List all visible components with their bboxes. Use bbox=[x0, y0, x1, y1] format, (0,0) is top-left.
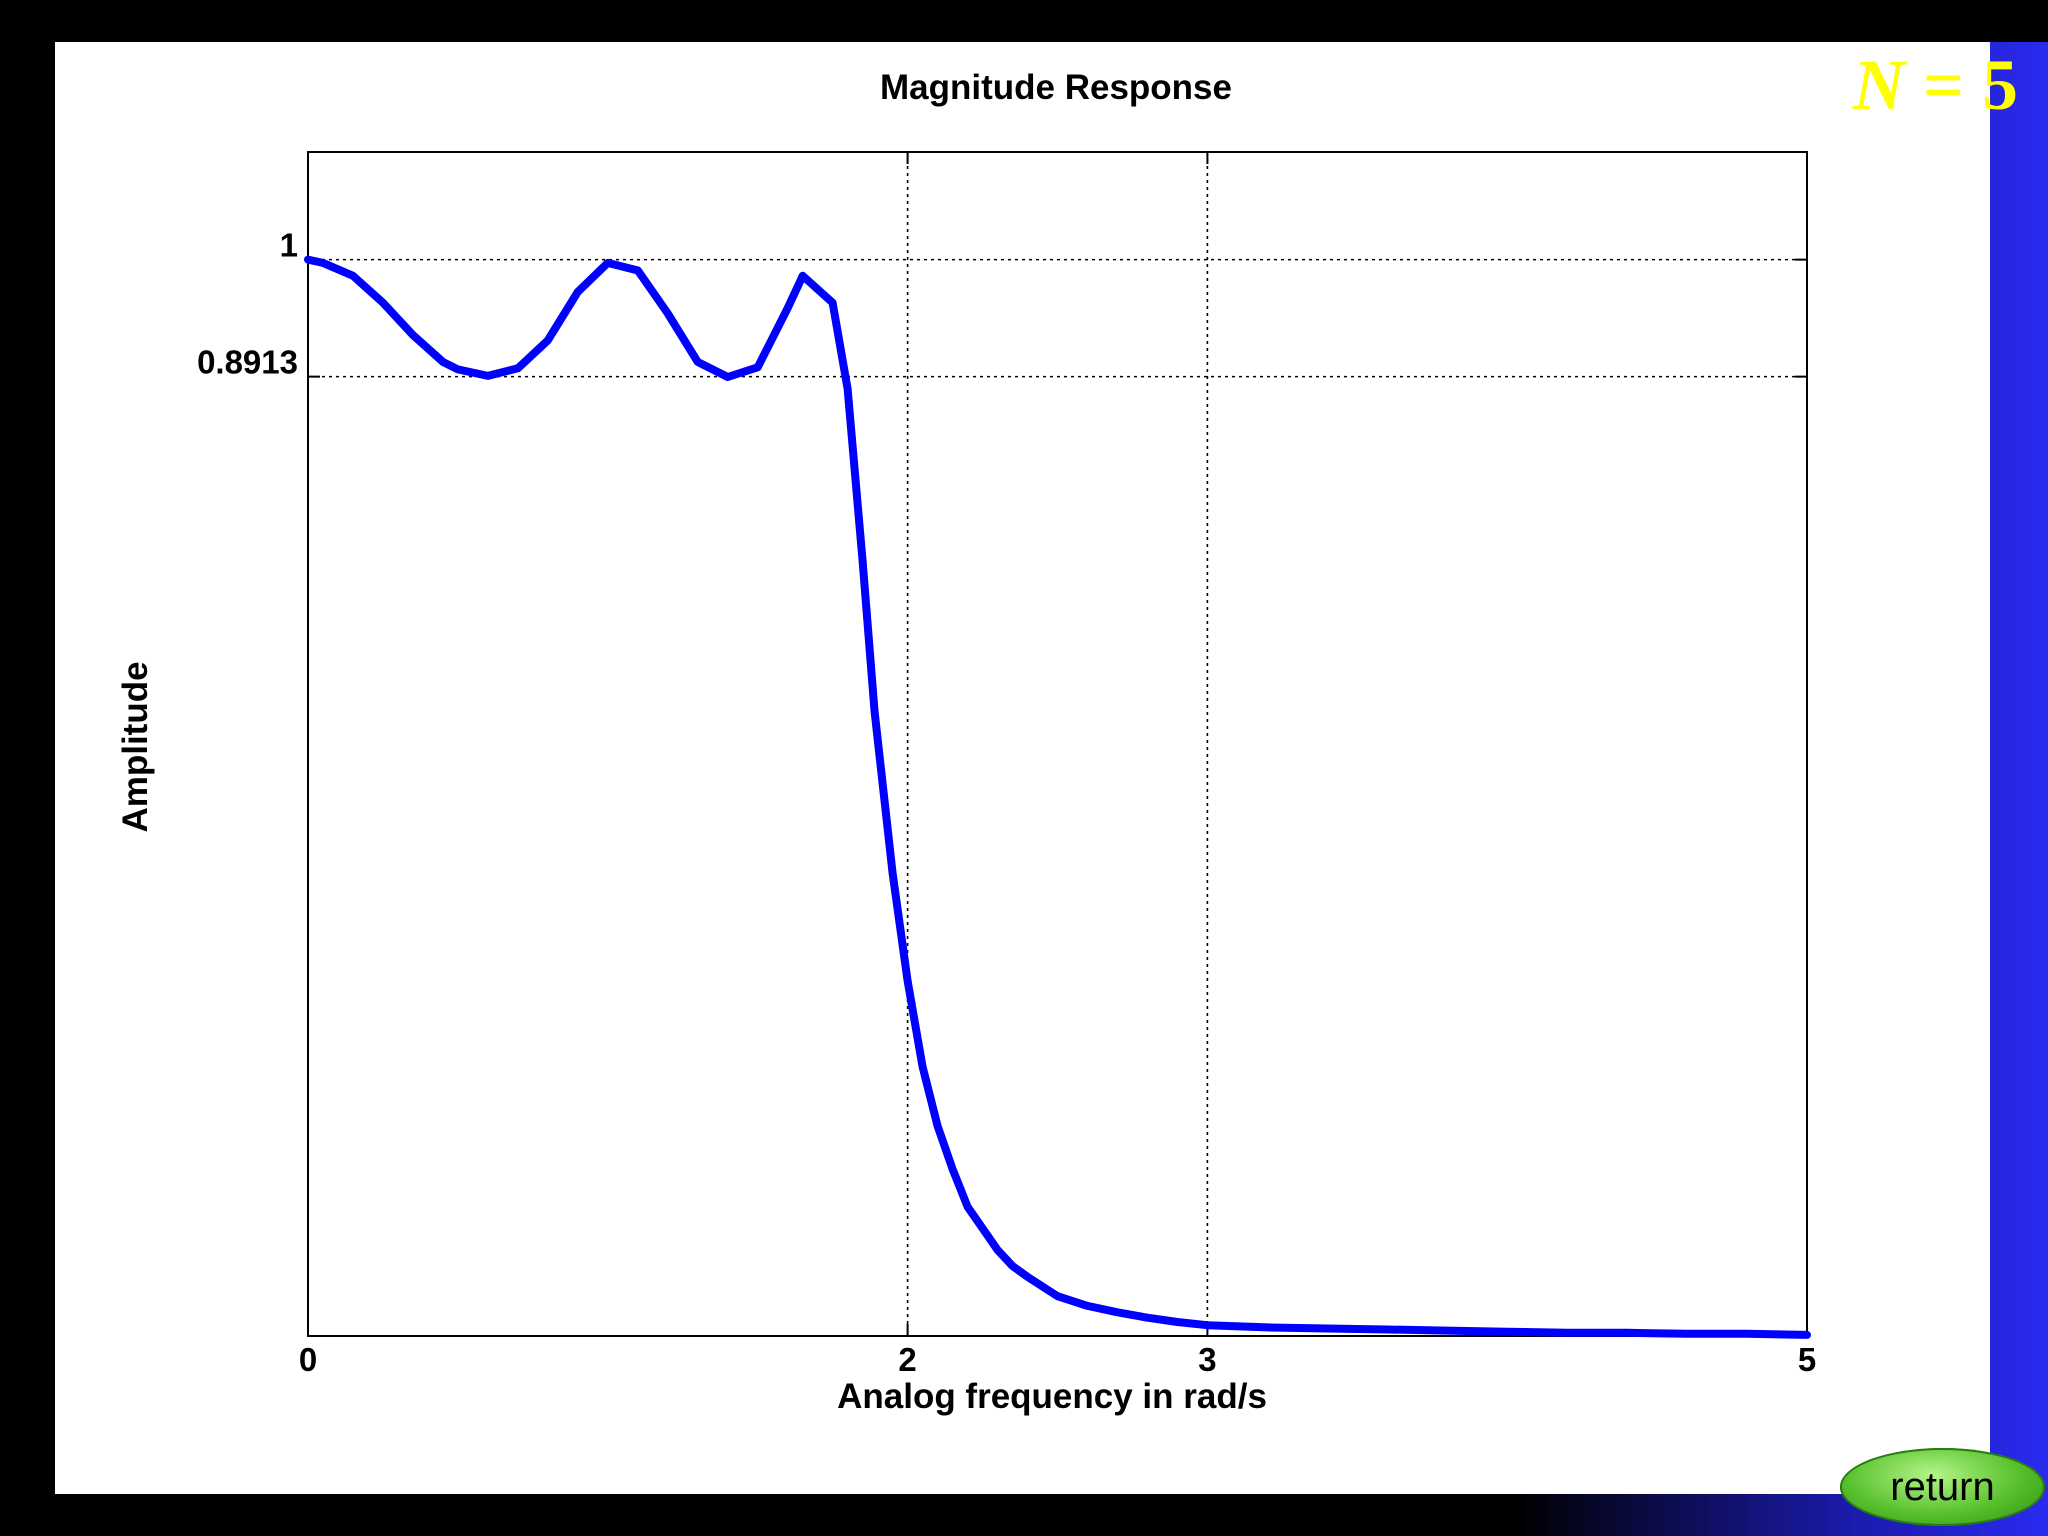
tick-labels: 0 2 3 5 0.8913 1 bbox=[197, 227, 1816, 1378]
filter-order-label: N = 5 bbox=[1853, 44, 2018, 127]
return-button-label: return bbox=[1890, 1464, 1995, 1509]
x-tick-label: 2 bbox=[898, 1341, 916, 1378]
axis-ticks bbox=[307, 152, 1808, 1336]
x-tick-label: 0 bbox=[299, 1341, 317, 1378]
order-symbol: N bbox=[1852, 45, 1905, 125]
order-value: 5 bbox=[1982, 45, 2018, 125]
y-tick-label: 0.8913 bbox=[197, 344, 298, 381]
slide-top-band bbox=[0, 0, 2048, 42]
return-button[interactable]: return bbox=[1840, 1448, 2045, 1526]
grid-lines bbox=[308, 152, 1807, 1336]
magnitude-response-chart: Magnitude Response 0 2 3 5 0.8913 1 Analog fr… bbox=[116, 68, 1816, 1416]
x-tick-label: 5 bbox=[1798, 1341, 1816, 1378]
order-equals: = bbox=[1922, 45, 1964, 125]
y-axis-label: Amplitude bbox=[116, 661, 155, 832]
x-tick-label: 3 bbox=[1198, 1341, 1216, 1378]
y-tick-label: 1 bbox=[280, 227, 298, 264]
plot-area-frame bbox=[307, 151, 1808, 1337]
chart-title: Magnitude Response bbox=[880, 68, 1232, 107]
figure-panel: Magnitude Response 0 2 3 5 0.8913 1 Analog fr… bbox=[55, 42, 1990, 1494]
magnitude-curve bbox=[304, 255, 1811, 1339]
x-axis-label: Analog frequency in rad/s bbox=[837, 1377, 1267, 1416]
